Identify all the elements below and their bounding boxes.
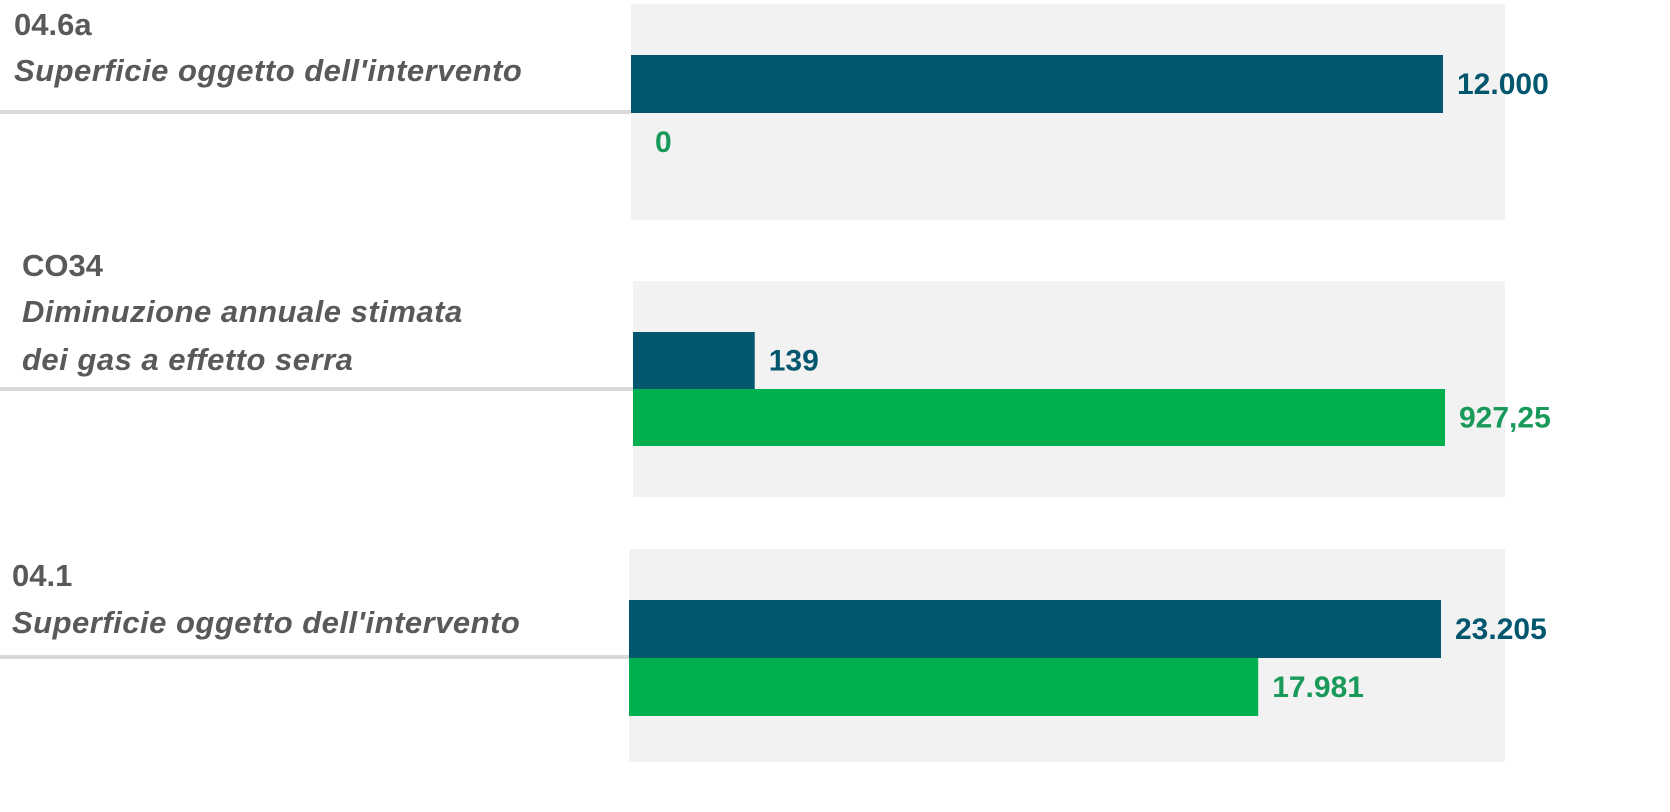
indicator-code: 04.1 xyxy=(12,558,72,593)
value-label: 17.981 xyxy=(1272,671,1364,704)
bar xyxy=(629,658,1259,716)
bar xyxy=(633,332,755,389)
label-underline xyxy=(0,387,633,391)
value-label: 139 xyxy=(769,344,819,377)
indicator-code: CO34 xyxy=(22,248,104,283)
indicator-description: Diminuzione annuale stimata xyxy=(22,294,463,329)
label-underline xyxy=(0,655,629,659)
indicator-description: Superficie oggetto dell'intervento xyxy=(14,53,522,88)
bar xyxy=(633,389,1445,446)
value-label: 23.205 xyxy=(1455,613,1547,646)
label-underline xyxy=(0,110,631,114)
bar xyxy=(629,600,1441,658)
indicator-description: Superficie oggetto dell'intervento xyxy=(12,605,520,640)
bar xyxy=(631,55,1443,113)
indicator-description: dei gas a effetto serra xyxy=(22,342,353,377)
value-label: 927,25 xyxy=(1459,401,1551,434)
value-label: 0 xyxy=(655,126,672,159)
indicator-code: 04.6a xyxy=(14,7,92,42)
value-label: 12.000 xyxy=(1457,68,1549,101)
